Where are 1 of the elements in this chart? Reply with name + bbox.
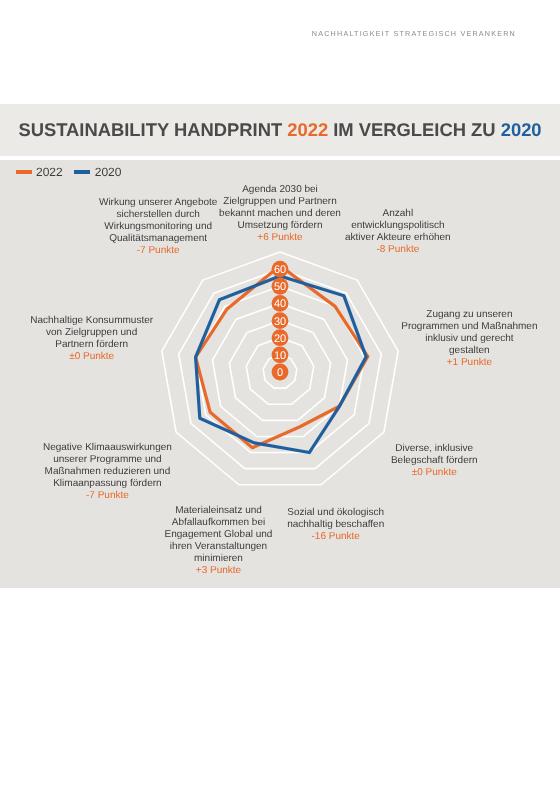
chart-title: SUSTAINABILITY HANDPRINT 2022 IM VERGLEICH ZU 2020 [18, 120, 542, 140]
